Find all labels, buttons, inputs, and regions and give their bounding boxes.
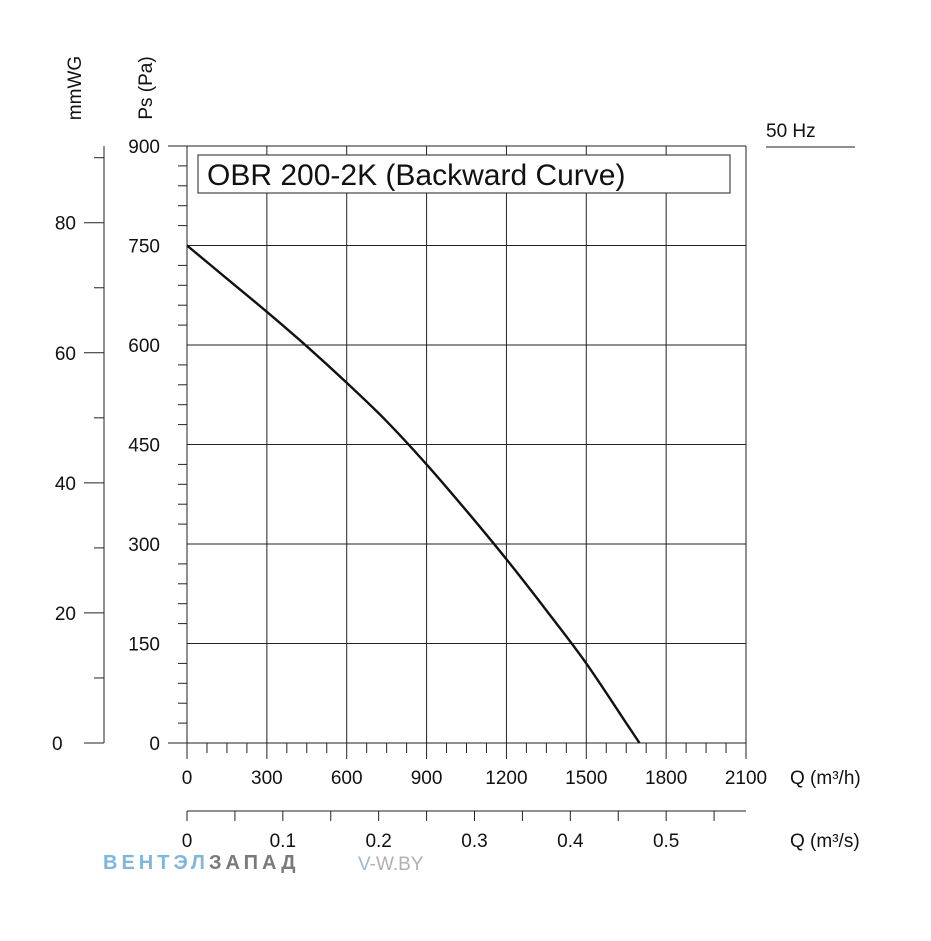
series-line xyxy=(186,244,641,744)
x-tick-label: 0 xyxy=(182,768,193,789)
minor-ticks xyxy=(84,157,747,821)
y-tick-label: 450 xyxy=(128,436,160,457)
brand-part-1: ВЕНТЭЛ xyxy=(103,852,209,874)
y-tick-label: 0 xyxy=(149,734,160,755)
x-tick-label: 600 xyxy=(331,768,363,789)
brand-watermark: ВЕНТЭЛЗАПАД xyxy=(103,852,299,875)
x-tick-label: 1200 xyxy=(485,768,527,789)
y2-tick-label: 60 xyxy=(55,344,76,365)
y-tick-label: 150 xyxy=(128,635,160,656)
x-tick-label: 1800 xyxy=(645,768,687,789)
y-tick-label: 300 xyxy=(128,535,160,556)
x2-tick-label: 0.4 xyxy=(557,831,584,852)
x2-tick-label: 0 xyxy=(182,831,193,852)
title-box xyxy=(197,154,731,194)
x-tick-label: 900 xyxy=(411,768,443,789)
y-tick-label: 600 xyxy=(128,336,160,357)
x-tick-label: 2100 xyxy=(725,768,767,789)
y2-axis-label: mmWG xyxy=(65,56,86,120)
brand-part-2: ЗАПАД xyxy=(208,852,300,874)
x2-axis-label: Q (m³/s) xyxy=(790,831,860,852)
y-tick-label: 900 xyxy=(128,137,160,158)
url-part-1: V- xyxy=(358,854,376,875)
chart-title: OBR 200-2K (Backward Curve) xyxy=(207,159,625,192)
y2-tick-label: 20 xyxy=(55,604,76,625)
x-tick-label: 300 xyxy=(251,768,283,789)
x2-tick-label: 0.5 xyxy=(653,831,679,852)
y-axis-label: Ps (Pa) xyxy=(136,56,157,119)
x-axis-label: Q (m³/h) xyxy=(790,768,861,789)
x2-tick-label: 0.2 xyxy=(365,831,391,852)
series-layer xyxy=(186,244,641,744)
y-tick-label: 750 xyxy=(128,237,160,258)
y2-tick-label: 80 xyxy=(55,214,76,235)
labels: 0 150 300 450 600 750 900 0 20 40 60 80 0 300 600 900 12… xyxy=(52,137,767,852)
x2-tick-label: 0.1 xyxy=(270,831,296,852)
y2-tick-label: 40 xyxy=(55,474,76,495)
url-part-2: W.BY xyxy=(375,854,424,875)
frequency-label: 50 Hz xyxy=(766,121,816,142)
x2-tick-label: 0.3 xyxy=(461,831,487,852)
grid xyxy=(187,145,747,743)
y2-tick-label: 0 xyxy=(52,734,63,755)
x-tick-label: 1500 xyxy=(565,768,607,789)
brand-url: V-W.BY xyxy=(358,854,423,876)
